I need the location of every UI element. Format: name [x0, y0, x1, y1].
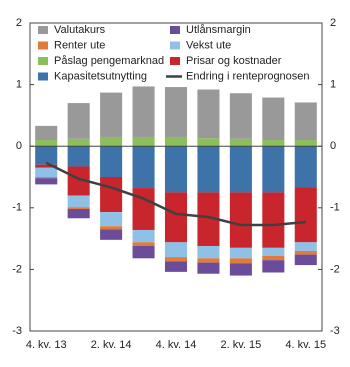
legend-swatch — [38, 72, 48, 81]
bar-segment — [67, 138, 90, 147]
y2-tick-label: 0 — [330, 140, 336, 152]
bar-segment — [132, 245, 155, 259]
bar-segment — [35, 177, 58, 179]
legend-label: Valutakurs — [54, 24, 106, 36]
bar-segment — [262, 140, 285, 147]
bar-segment — [262, 97, 285, 141]
y-tick-label: 2 — [16, 17, 22, 29]
line-series — [45, 161, 306, 227]
bar-segment — [67, 166, 90, 196]
bar-segment — [294, 140, 317, 147]
bar-segment — [229, 93, 252, 139]
bar-segment — [67, 195, 90, 208]
bar-segment — [197, 89, 220, 139]
bar-segment — [164, 261, 188, 272]
legend-swatch — [38, 26, 48, 34]
bar-segment — [100, 92, 123, 137]
y2-tick-label: -1 — [330, 202, 340, 214]
bar-segment — [100, 229, 123, 240]
bar-segment — [100, 177, 123, 213]
y2-tick-label: 2 — [330, 17, 336, 29]
bar-segment — [294, 242, 317, 251]
legend-label: Renter ute — [54, 39, 105, 51]
bar-segment — [197, 245, 220, 259]
bar-segment — [67, 146, 90, 167]
legend-swatch — [170, 57, 180, 65]
y-tick-label: -2 — [12, 263, 22, 275]
x-tick-label: 4. kv. 14 — [156, 339, 197, 351]
bar-segment — [164, 87, 188, 137]
legend-label: Kapasitetsutnytting — [54, 70, 147, 82]
bar-segment — [229, 258, 252, 264]
bar-segment — [262, 192, 285, 248]
bar-segment — [229, 263, 252, 276]
bar-segment — [100, 226, 123, 230]
y-tick-label: -1 — [12, 202, 22, 214]
bar-segment — [35, 178, 58, 185]
bar-segment — [164, 242, 188, 258]
bar-segment — [164, 136, 188, 147]
legend-label: Utlånsmargin — [186, 24, 251, 36]
bar-segment — [132, 86, 155, 137]
bar-segment — [164, 146, 188, 193]
bar-segment — [164, 257, 188, 262]
bar-segment — [229, 247, 252, 259]
bar-segment — [262, 247, 285, 256]
bar-segment — [164, 192, 188, 243]
legend-label: Prisar og kostnader — [186, 55, 282, 67]
plot-frame — [29, 22, 323, 332]
bar-segment — [229, 192, 252, 248]
x-tick-label: 4. kv. 13 — [26, 339, 67, 351]
y2-tick-label: -2 — [330, 263, 340, 275]
bar-segment — [35, 167, 58, 177]
y2-tick-label: -3 — [330, 325, 340, 337]
bar-segment — [132, 146, 155, 189]
x-tick-label: 4. kv. 15 — [285, 339, 326, 351]
bar-segment — [197, 146, 220, 193]
bar-segment — [294, 187, 317, 243]
y-tick-label: -3 — [12, 325, 22, 337]
bar-segment — [294, 102, 317, 141]
bar-segment — [294, 146, 317, 188]
x-tick-label: 2. kv. 14 — [91, 339, 132, 351]
bar-segment — [294, 250, 317, 255]
bar-segment — [132, 136, 155, 147]
legend-swatch — [38, 57, 48, 65]
bar-segment — [197, 192, 220, 246]
bar-segment — [67, 209, 90, 219]
x-tick-label: 2. kv. 15 — [221, 339, 262, 351]
legend-swatch — [170, 41, 180, 50]
bar-segment — [197, 262, 220, 274]
bar-segment — [262, 255, 285, 261]
bar-segment — [35, 146, 58, 165]
y-tick-label: 0 — [16, 140, 22, 152]
bar-segment — [100, 146, 123, 177]
bar-segment — [132, 188, 155, 230]
legend-swatch — [38, 41, 48, 50]
y2-tick-label: 1 — [330, 79, 336, 91]
bar-segment — [197, 258, 220, 263]
bar-segment — [100, 212, 123, 227]
bar-segment — [100, 136, 123, 147]
legend-label: Endring i renteprognosen — [186, 70, 310, 82]
bar-segment — [294, 254, 317, 266]
legend-label: Påslag pengemarknad — [54, 55, 164, 67]
bar-segment — [67, 207, 90, 210]
bar-segment — [35, 164, 58, 168]
bar-segment — [35, 140, 58, 147]
legend-label: Vekst ute — [186, 39, 231, 51]
bar-segment — [262, 146, 285, 193]
bar-segment — [35, 125, 58, 141]
bar-segment — [229, 138, 252, 147]
bar-segment — [132, 242, 155, 246]
bar-segment — [229, 146, 252, 193]
bar-segment — [67, 103, 90, 139]
y-tick-label: 1 — [16, 79, 22, 91]
bar-segment — [262, 260, 285, 273]
bar-segment — [197, 138, 220, 147]
bar-segment — [132, 229, 155, 243]
legend-swatch — [170, 26, 180, 34]
